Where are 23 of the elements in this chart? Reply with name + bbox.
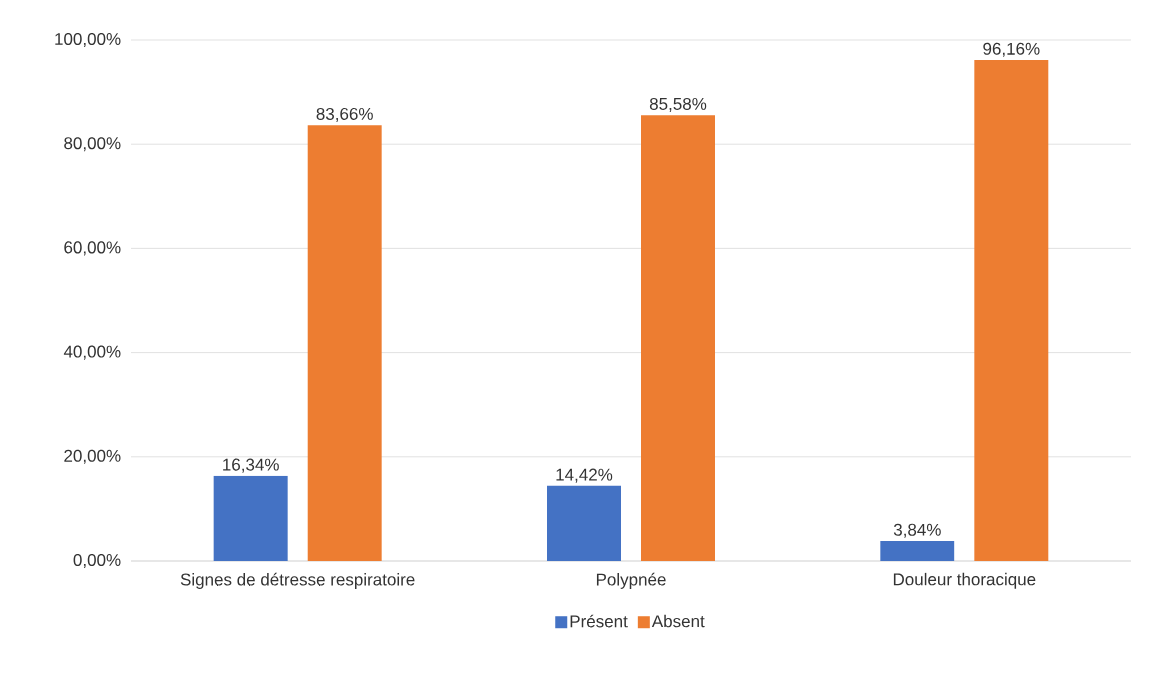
bar bbox=[880, 540, 955, 561]
x-tick-label: Signes de détresse respiratoire bbox=[180, 572, 415, 589]
data-label: 85,58% bbox=[649, 97, 707, 112]
x-tick-label: Douleur thoracique bbox=[893, 572, 1036, 589]
bar bbox=[547, 485, 621, 561]
x-tick-label: Polypnée bbox=[596, 572, 666, 589]
y-tick-label: 20,00% bbox=[64, 449, 121, 464]
legend-label: Absent bbox=[651, 614, 705, 628]
data-label: 3,84% bbox=[893, 523, 941, 538]
y-tick-label: 40,00% bbox=[63, 345, 121, 360]
data-label: 83,66% bbox=[316, 107, 373, 122]
y-tick-label: 80,00% bbox=[64, 137, 121, 152]
data-label: 96,16% bbox=[983, 42, 1040, 57]
bar bbox=[974, 60, 1049, 561]
y-tick-label: 60,00% bbox=[64, 241, 121, 256]
bar bbox=[641, 115, 715, 561]
y-tick-label: 0,00% bbox=[73, 553, 121, 569]
data-label: 14,42% bbox=[556, 468, 613, 483]
y-tick-label: 100,00% bbox=[55, 32, 121, 48]
data-label: 16,34% bbox=[223, 458, 279, 473]
bar bbox=[213, 475, 288, 561]
legend-label: Présent bbox=[570, 614, 628, 628]
bar bbox=[307, 125, 382, 561]
